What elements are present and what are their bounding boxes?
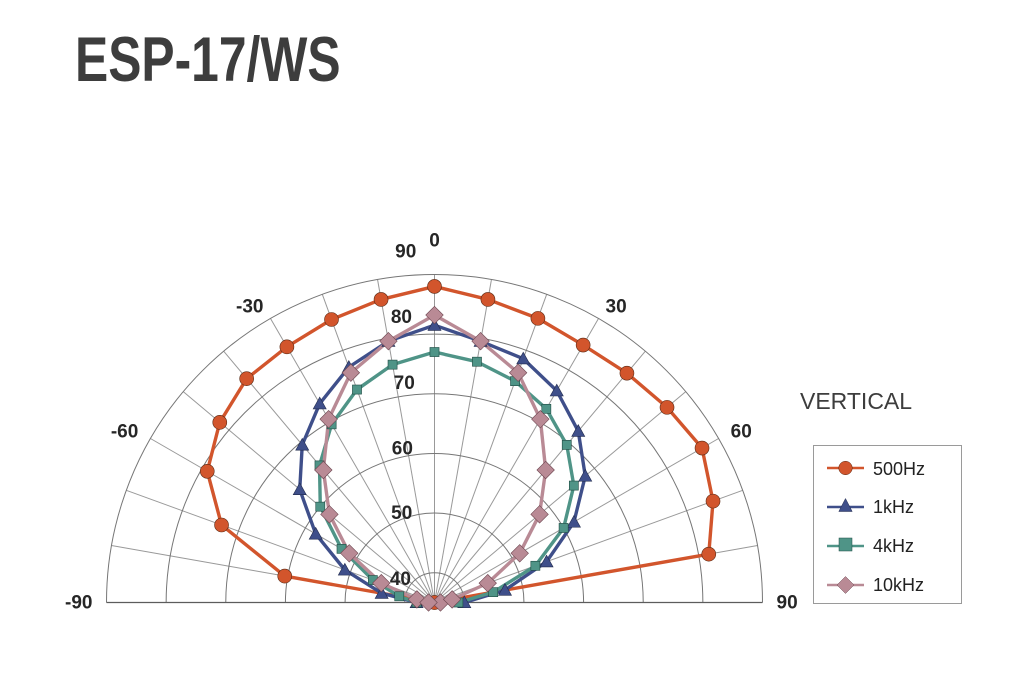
svg-text:50: 50 [391, 503, 412, 524]
svg-text:-90: -90 [65, 593, 92, 614]
svg-text:70: 70 [394, 373, 415, 394]
svg-text:-30: -30 [236, 296, 263, 317]
svg-text:60: 60 [392, 438, 413, 459]
svg-text:10kHz: 10kHz [873, 575, 924, 595]
svg-text:-60: -60 [111, 422, 138, 443]
svg-text:90: 90 [395, 242, 416, 263]
svg-text:4kHz: 4kHz [873, 536, 914, 556]
svg-text:0: 0 [429, 231, 440, 252]
svg-text:90: 90 [777, 593, 798, 614]
svg-text:80: 80 [391, 307, 412, 328]
svg-text:1kHz: 1kHz [873, 497, 914, 517]
svg-text:60: 60 [731, 422, 752, 443]
svg-text:30: 30 [606, 296, 627, 317]
svg-text:500Hz: 500Hz [873, 459, 925, 479]
